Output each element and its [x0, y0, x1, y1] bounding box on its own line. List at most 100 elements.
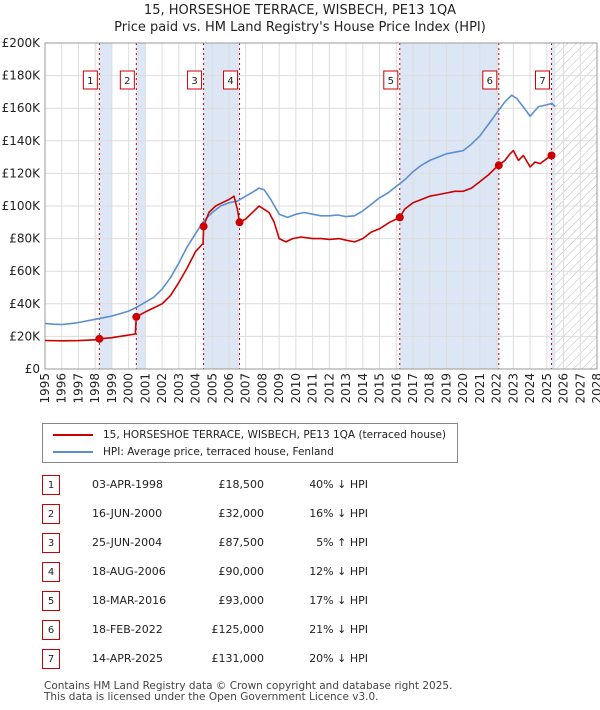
x-tick-label: 2011 — [306, 373, 320, 404]
transaction-label-box: 2 — [120, 71, 134, 89]
x-tick-label: 2002 — [155, 373, 169, 404]
transaction-label-text: 6 — [487, 76, 493, 87]
transaction-label-box: 7 — [536, 71, 550, 89]
transaction-badge: 3 — [42, 533, 60, 553]
price-chart: £0 £20K £40K £60K £80K £100K £120K £140K £160K £1… — [0, 0, 600, 420]
legend-item-price: 15, HORSESHOE TERRACE, WISBECH, PE13 1QA… — [53, 427, 446, 443]
transaction-point — [95, 335, 103, 343]
transaction-price: £32,000 — [172, 507, 264, 520]
transaction-point — [396, 213, 404, 221]
x-tick-label: 2025 — [540, 373, 554, 404]
x-tick-label: 2014 — [356, 373, 370, 404]
transaction-hpi-diff: 40% ↓ HPI — [282, 478, 368, 491]
x-tick-label: 2026 — [557, 373, 571, 404]
x-tick-label: 2020 — [456, 373, 470, 404]
x-tick-label: 2013 — [339, 373, 353, 404]
x-tick-label: 2005 — [205, 373, 219, 404]
transaction-label-text: 5 — [388, 76, 394, 87]
y-tick-label: £100K — [2, 199, 42, 213]
transaction-hpi-diff: 16% ↓ HPI — [282, 507, 368, 520]
transaction-label-box: 6 — [483, 71, 497, 89]
transaction-date: 25-JUN-2004 — [92, 536, 162, 549]
transaction-point — [200, 222, 208, 230]
x-tick-label: 2023 — [506, 373, 520, 404]
transaction-point — [236, 218, 244, 226]
table-row: 7 14-APR-2025 £131,000 20% ↓ HPI — [42, 649, 600, 669]
x-tick-label: 2024 — [523, 373, 537, 404]
transaction-label-text: 4 — [227, 76, 233, 87]
chart-legend: 15, HORSESHOE TERRACE, WISBECH, PE13 1QA… — [42, 423, 458, 463]
transaction-date: 18-MAR-2016 — [92, 594, 166, 607]
transaction-label-text: 1 — [87, 76, 93, 87]
y-tick-label: £80K — [9, 232, 41, 246]
x-tick-label: 1998 — [88, 373, 102, 404]
x-tick-label: 2019 — [439, 373, 453, 404]
transaction-price: £18,500 — [172, 478, 264, 491]
transaction-price: £87,500 — [172, 536, 264, 549]
legend-hpi-swatch — [53, 451, 93, 453]
x-tick-label: 2028 — [590, 373, 600, 404]
legend-hpi-label: HPI: Average price, terraced house, Fenl… — [103, 446, 334, 458]
x-tick-label: 2008 — [255, 373, 269, 404]
x-tick-label: 2009 — [272, 373, 286, 404]
y-tick-label: £60K — [9, 264, 41, 278]
x-tick-label: 2016 — [389, 373, 403, 404]
transaction-price: £131,000 — [172, 652, 264, 665]
transaction-price: £90,000 — [172, 565, 264, 578]
x-tick-label: 2004 — [189, 373, 203, 404]
y-tick-label: £160K — [2, 101, 42, 115]
transaction-badge: 7 — [42, 649, 60, 669]
x-tick-label: 2027 — [573, 373, 587, 404]
x-tick-label: 2000 — [122, 373, 136, 404]
transaction-label-box: 5 — [384, 71, 398, 89]
x-tick-label: 1997 — [71, 373, 85, 404]
footer: Contains HM Land Registry data © Crown c… — [44, 681, 452, 703]
transaction-badge: 2 — [42, 504, 60, 524]
table-row: 1 03-APR-1998 £18,500 40% ↓ HPI — [42, 475, 600, 495]
transaction-badge: 6 — [42, 620, 60, 640]
transaction-label-text: 7 — [539, 76, 545, 87]
transaction-price: £93,000 — [172, 594, 264, 607]
transaction-point — [495, 161, 503, 169]
transaction-hpi-diff: 20% ↓ HPI — [282, 652, 368, 665]
transaction-date: 14-APR-2025 — [92, 652, 163, 665]
table-row: 4 18-AUG-2006 £90,000 12% ↓ HPI — [42, 562, 600, 582]
x-tick-label: 2007 — [239, 373, 253, 404]
transaction-hpi-diff: 21% ↓ HPI — [282, 623, 368, 636]
x-tick-label: 2003 — [172, 373, 186, 404]
x-tick-label: 2022 — [490, 373, 504, 404]
transaction-date: 18-FEB-2022 — [92, 623, 163, 636]
x-tick-label: 1999 — [105, 373, 119, 404]
y-tick-label: £140K — [2, 134, 42, 148]
transaction-label-text: 2 — [124, 76, 130, 87]
y-tick-label: £40K — [9, 297, 41, 311]
legend-price-label: 15, HORSESHOE TERRACE, WISBECH, PE13 1QA… — [103, 429, 446, 441]
transaction-hpi-diff: 17% ↓ HPI — [282, 594, 368, 607]
legend-price-swatch — [53, 434, 93, 436]
table-row: 6 18-FEB-2022 £125,000 21% ↓ HPI — [42, 620, 600, 640]
transaction-label-box: 1 — [83, 71, 97, 89]
footer-licence: This data is licensed under the Open Gov… — [44, 692, 452, 703]
x-tick-label: 2015 — [373, 373, 387, 404]
transaction-badge: 4 — [42, 562, 60, 582]
transaction-date: 03-APR-1998 — [92, 478, 163, 491]
x-tick-label: 2012 — [322, 373, 336, 404]
transaction-date: 18-AUG-2006 — [92, 565, 166, 578]
x-tick-label: 2017 — [406, 373, 420, 404]
transaction-hpi-diff: 12% ↓ HPI — [282, 565, 368, 578]
transaction-price: £125,000 — [172, 623, 264, 636]
x-tick-label: 2010 — [289, 373, 303, 404]
y-tick-label: £200K — [2, 36, 42, 50]
table-row: 3 25-JUN-2004 £87,500 5% ↑ HPI — [42, 533, 600, 553]
y-tick-label: £120K — [2, 166, 42, 180]
y-tick-label: £180K — [2, 69, 42, 83]
transaction-label-box: 3 — [188, 71, 202, 89]
x-tick-label: 2006 — [222, 373, 236, 404]
table-row: 2 16-JUN-2000 £32,000 16% ↓ HPI — [42, 504, 600, 524]
transaction-badge: 5 — [42, 591, 60, 611]
transaction-point — [132, 313, 140, 321]
transaction-date: 16-JUN-2000 — [92, 507, 162, 520]
transaction-badge: 1 — [42, 475, 60, 495]
legend-item-hpi: HPI: Average price, terraced house, Fenl… — [53, 444, 334, 460]
x-tick-label: 2021 — [473, 373, 487, 404]
